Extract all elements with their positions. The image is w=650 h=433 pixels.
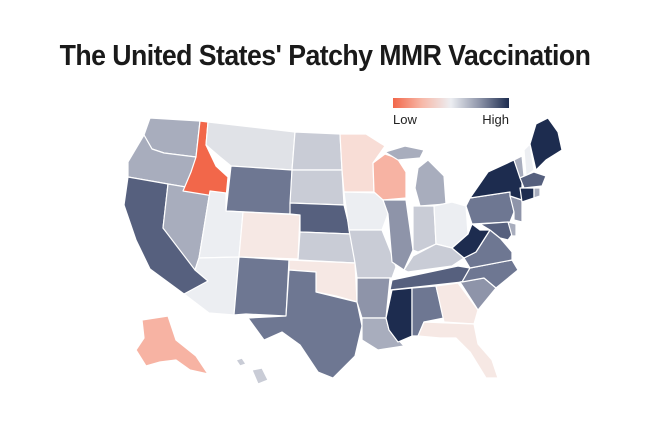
state-KS[interactable] — [297, 231, 356, 264]
state-AR[interactable] — [356, 277, 391, 319]
state-SD[interactable] — [289, 169, 345, 206]
state-IN[interactable] — [412, 205, 437, 253]
state-NH[interactable] — [523, 143, 535, 177]
state-MI-upper[interactable] — [384, 145, 425, 161]
state-NM[interactable] — [233, 256, 290, 317]
state-WY[interactable] — [225, 165, 293, 215]
legend-low-label: Low — [393, 112, 417, 127]
page-title: The United States' Patchy MMR Vaccinatio… — [59, 40, 591, 72]
state-MT[interactable] — [205, 121, 296, 171]
legend-high-label: High — [482, 112, 509, 127]
state-FL[interactable] — [417, 321, 499, 379]
legend-labels: Low High — [393, 112, 509, 127]
state-MI[interactable] — [414, 159, 447, 207]
state-NY[interactable] — [469, 159, 523, 201]
state-HI[interactable] — [251, 367, 269, 385]
state-HI-islands[interactable] — [235, 357, 247, 367]
state-ME[interactable] — [529, 117, 563, 171]
state-WI[interactable] — [372, 153, 407, 201]
state-ND[interactable] — [291, 131, 343, 171]
legend: Low High — [393, 98, 509, 127]
state-WV[interactable] — [451, 223, 491, 259]
state-CT[interactable] — [519, 187, 535, 203]
state-CO[interactable] — [238, 211, 301, 260]
legend-gradient-bar — [393, 98, 509, 108]
state-AK[interactable] — [135, 315, 209, 375]
state-TX[interactable] — [247, 269, 363, 379]
state-MO[interactable] — [348, 229, 397, 279]
state-GA[interactable] — [435, 282, 479, 325]
state-MA[interactable] — [519, 171, 547, 189]
state-RI[interactable] — [533, 187, 541, 199]
state-DE[interactable] — [507, 221, 517, 237]
